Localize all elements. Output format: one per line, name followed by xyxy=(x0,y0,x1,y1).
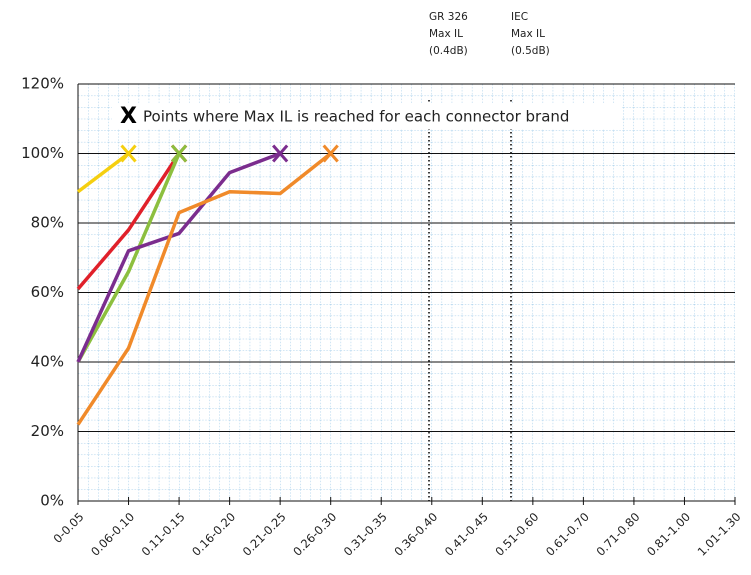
iec-label: Max IL xyxy=(511,28,545,40)
gr326-label: (0.4dB) xyxy=(429,45,468,57)
marker-stroke xyxy=(322,144,339,163)
gr326-label: Max IL xyxy=(429,28,463,40)
series-line xyxy=(76,152,332,426)
series-line xyxy=(76,152,130,194)
x-tick-label: 0.21-0.25 xyxy=(240,510,289,559)
x-tick-label: 0.51-0.60 xyxy=(492,510,541,559)
y-tick-label: 20% xyxy=(31,422,64,440)
y-tick-label: 80% xyxy=(31,214,64,232)
series-line xyxy=(76,152,181,363)
y-tick-label: 100% xyxy=(21,144,64,162)
x-tick-label: 0.11-0.15 xyxy=(139,510,188,559)
marker-stroke xyxy=(120,144,137,163)
note-bg xyxy=(112,103,622,129)
series-line xyxy=(76,151,281,363)
max-il-marker xyxy=(272,144,289,163)
x-tick-label: 0.31-0.35 xyxy=(341,510,390,559)
series-line xyxy=(76,152,181,291)
x-tick-label: 0.81-1.00 xyxy=(644,510,693,559)
x-tick-label: 0.16-0.20 xyxy=(189,510,238,559)
gr326-label: GR 326 xyxy=(429,11,468,23)
x-tick-label: 0.26-0.30 xyxy=(290,510,339,559)
y-tick-label: 40% xyxy=(31,353,64,371)
marker-stroke xyxy=(170,144,188,163)
marker-stroke xyxy=(272,144,289,163)
x-tick-label: 0.41-0.45 xyxy=(442,510,491,559)
max-il-marker xyxy=(120,144,137,163)
x-tick-label: 0.71-0.80 xyxy=(593,510,642,559)
note: Points where Max IL is reached for each … xyxy=(143,108,569,126)
x-tick-label: 0.06-0.10 xyxy=(88,510,137,559)
y-tick-label: 0% xyxy=(40,492,64,510)
y-tick-label: 120% xyxy=(21,75,64,93)
x-tick-label: 0-0.05 xyxy=(50,510,86,546)
x-tick-label: 1.01-1.30 xyxy=(695,510,744,559)
max-il-marker xyxy=(322,144,339,163)
iec-label: (0.5dB) xyxy=(511,45,550,57)
x-tick-label: 0.61-0.70 xyxy=(543,510,592,559)
note-marker: X xyxy=(120,104,137,129)
iec-label: IEC xyxy=(511,11,528,23)
max-il-marker xyxy=(170,144,188,163)
y-tick-label: 60% xyxy=(31,283,64,301)
x-tick-label: 0.36-0.40 xyxy=(391,510,440,559)
